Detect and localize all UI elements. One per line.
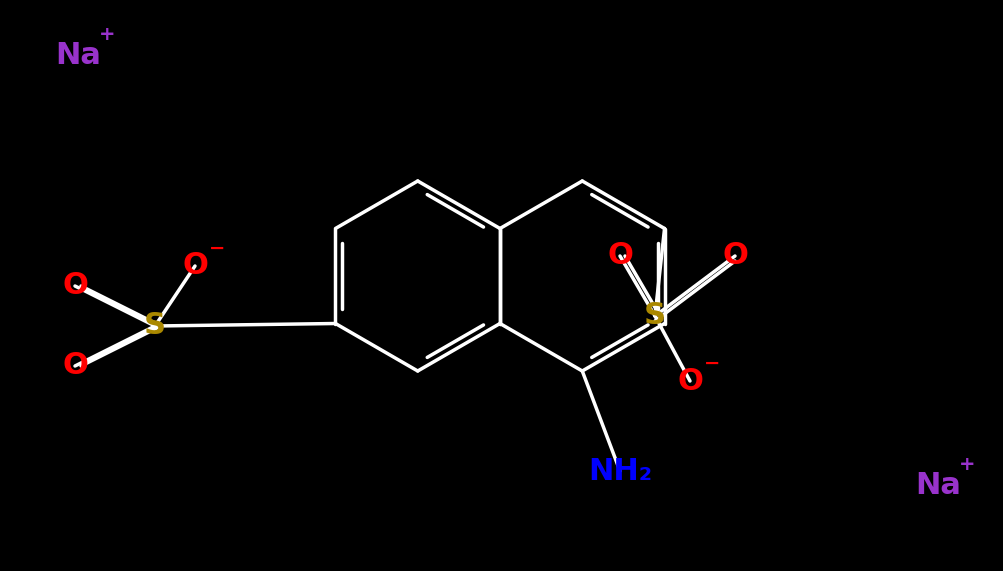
Text: −: − — [703, 353, 719, 372]
Text: O: O — [676, 367, 702, 396]
Text: O: O — [182, 251, 208, 280]
Text: −: − — [209, 239, 225, 258]
Text: S: S — [143, 312, 165, 340]
Text: O: O — [62, 271, 88, 300]
Text: +: + — [98, 25, 115, 43]
Text: O: O — [721, 242, 747, 271]
Text: Na: Na — [55, 42, 100, 70]
Text: S: S — [643, 301, 665, 331]
Text: +: + — [958, 455, 974, 473]
Text: NH₂: NH₂ — [588, 456, 651, 485]
Text: O: O — [607, 242, 632, 271]
Text: O: O — [62, 352, 88, 380]
Text: Na: Na — [914, 472, 960, 501]
